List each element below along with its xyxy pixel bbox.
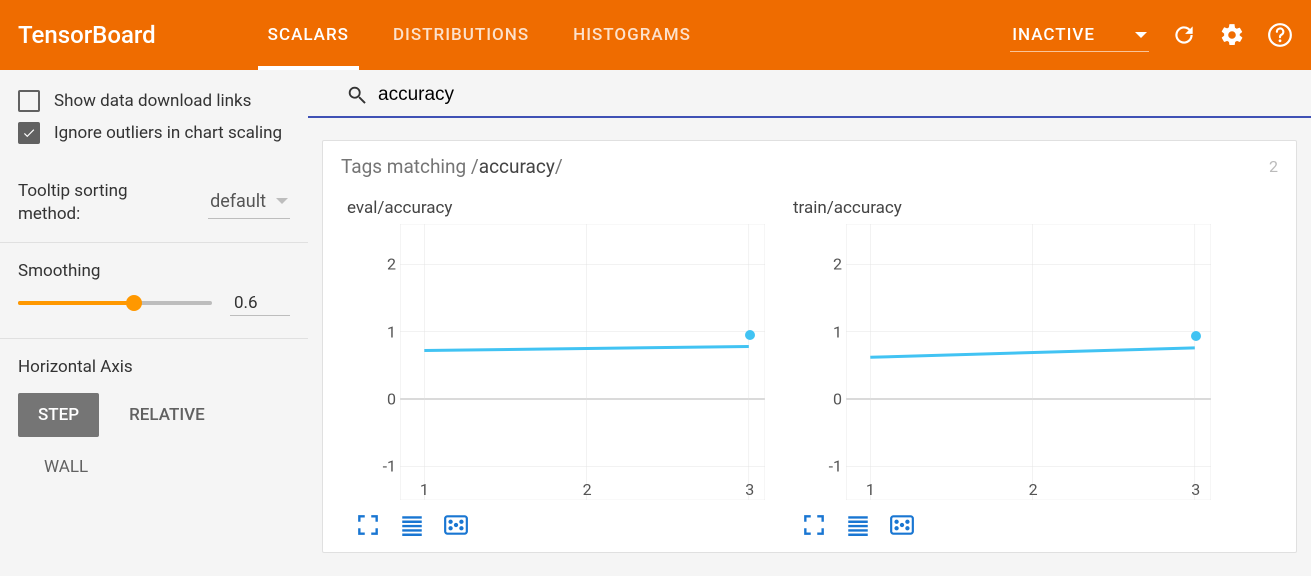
group-suffix: /: [555, 155, 563, 178]
ignore-outliers-label: Ignore outliers in chart scaling: [54, 123, 282, 143]
expand-icon[interactable]: [355, 512, 381, 538]
chart-svg: [400, 224, 765, 500]
y-tick: 1: [833, 322, 842, 341]
axis-step-button[interactable]: STEP: [18, 393, 99, 437]
list-icon[interactable]: [845, 512, 871, 538]
ignore-outliers-checkbox[interactable]: Ignore outliers in chart scaling: [18, 122, 290, 144]
divider: [0, 242, 308, 243]
axis-wall-button[interactable]: WALL: [0, 447, 308, 477]
tooltip-sort-dropdown[interactable]: default: [208, 187, 290, 219]
group-prefix: Tags matching /: [341, 155, 479, 178]
chart-actions: [355, 512, 771, 538]
refresh-icon[interactable]: [1171, 22, 1197, 48]
x-tick: 1: [420, 480, 429, 499]
chart-svg: [846, 224, 1211, 500]
chart-marker: [745, 330, 755, 340]
main-panel: Tags matching /accuracy/ 2 eval/accuracy…: [308, 70, 1311, 576]
expand-icon[interactable]: [801, 512, 827, 538]
tooltip-sort-value: default: [210, 191, 266, 212]
logo: TensorBoard: [18, 21, 156, 49]
chevron-down-icon: [276, 198, 288, 204]
runs-select-label: INACTIVE: [1012, 25, 1095, 45]
slider-thumb[interactable]: [126, 295, 142, 311]
tab-histograms[interactable]: HISTOGRAMS: [551, 0, 713, 70]
y-tick: -1: [383, 457, 396, 476]
smoothing-value[interactable]: 0.6: [230, 291, 290, 316]
y-tick: 0: [833, 390, 842, 409]
chart-actions: [801, 512, 1217, 538]
download-links-label: Show data download links: [54, 91, 251, 111]
group-count: 2: [1269, 157, 1278, 176]
fit-icon[interactable]: [889, 512, 915, 538]
sidebar: Show data download links Ignore outliers…: [0, 70, 308, 576]
x-tick: 3: [745, 480, 754, 499]
chart-card: train/accuracy 2 1 0 -1 1 2 3: [787, 192, 1217, 538]
smoothing-row: 0.6: [0, 291, 308, 334]
tooltip-sorting-row: Tooltip sorting method: default: [0, 172, 308, 238]
x-tick: 1: [866, 480, 875, 499]
header-right: INACTIVE: [1010, 19, 1293, 52]
help-icon[interactable]: [1267, 22, 1293, 48]
body-wrap: Show data download links Ignore outliers…: [0, 70, 1311, 576]
gear-icon[interactable]: [1219, 22, 1245, 48]
scalars-group: Tags matching /accuracy/ 2 eval/accuracy…: [322, 140, 1297, 553]
chart-title: eval/accuracy: [347, 198, 771, 218]
header-tabs: SCALARSDISTRIBUTIONSHISTOGRAMS: [246, 0, 713, 70]
smoothing-title: Smoothing: [0, 247, 308, 291]
list-icon[interactable]: [399, 512, 425, 538]
slider-fill: [18, 301, 134, 305]
download-links-checkbox[interactable]: Show data download links: [18, 90, 290, 112]
chevron-down-icon: [1135, 32, 1147, 38]
tab-distributions[interactable]: DISTRIBUTIONS: [371, 0, 551, 70]
fit-icon[interactable]: [443, 512, 469, 538]
smoothing-slider[interactable]: [18, 301, 212, 305]
x-tick: 2: [583, 480, 592, 499]
tooltip-sort-label: Tooltip sorting method:: [18, 180, 148, 226]
y-axis: 2 1 0 -1: [342, 224, 400, 500]
chart-plot[interactable]: 2 1 0 -1 1 2 3: [787, 224, 1217, 500]
chart-card: eval/accuracy 2 1 0 -1 1 2 3: [341, 192, 771, 538]
horizontal-axis-buttons: STEP RELATIVE: [0, 387, 308, 447]
y-axis: 2 1 0 -1: [788, 224, 846, 500]
y-tick: -1: [829, 457, 842, 476]
group-header[interactable]: Tags matching /accuracy/ 2: [323, 141, 1296, 192]
checkbox-icon: [18, 90, 40, 112]
tab-scalars[interactable]: SCALARS: [246, 0, 371, 70]
chart-marker: [1191, 331, 1201, 341]
tag-search: [308, 84, 1311, 118]
y-tick: 2: [387, 255, 396, 274]
y-tick: 1: [387, 322, 396, 341]
y-tick: 0: [387, 390, 396, 409]
x-tick: 3: [1191, 480, 1200, 499]
runs-select[interactable]: INACTIVE: [1010, 19, 1149, 52]
search-icon: [346, 84, 368, 106]
checkbox-checked-icon: [18, 122, 40, 144]
tag-search-input[interactable]: [378, 84, 1291, 106]
chart-title: train/accuracy: [793, 198, 1217, 218]
group-query: accuracy: [479, 155, 555, 178]
charts-row: eval/accuracy 2 1 0 -1 1 2 3 train/accuracy 2 1 0 -1…: [323, 192, 1296, 552]
horizontal-axis-title: Horizontal Axis: [0, 343, 308, 387]
axis-relative-button[interactable]: RELATIVE: [109, 393, 225, 437]
chart-plot[interactable]: 2 1 0 -1 1 2 3: [341, 224, 771, 500]
y-tick: 2: [833, 255, 842, 274]
x-tick: 2: [1029, 480, 1038, 499]
sidebar-options: Show data download links Ignore outliers…: [0, 86, 308, 172]
divider: [0, 338, 308, 339]
app-header: TensorBoard SCALARSDISTRIBUTIONSHISTOGRA…: [0, 0, 1311, 70]
